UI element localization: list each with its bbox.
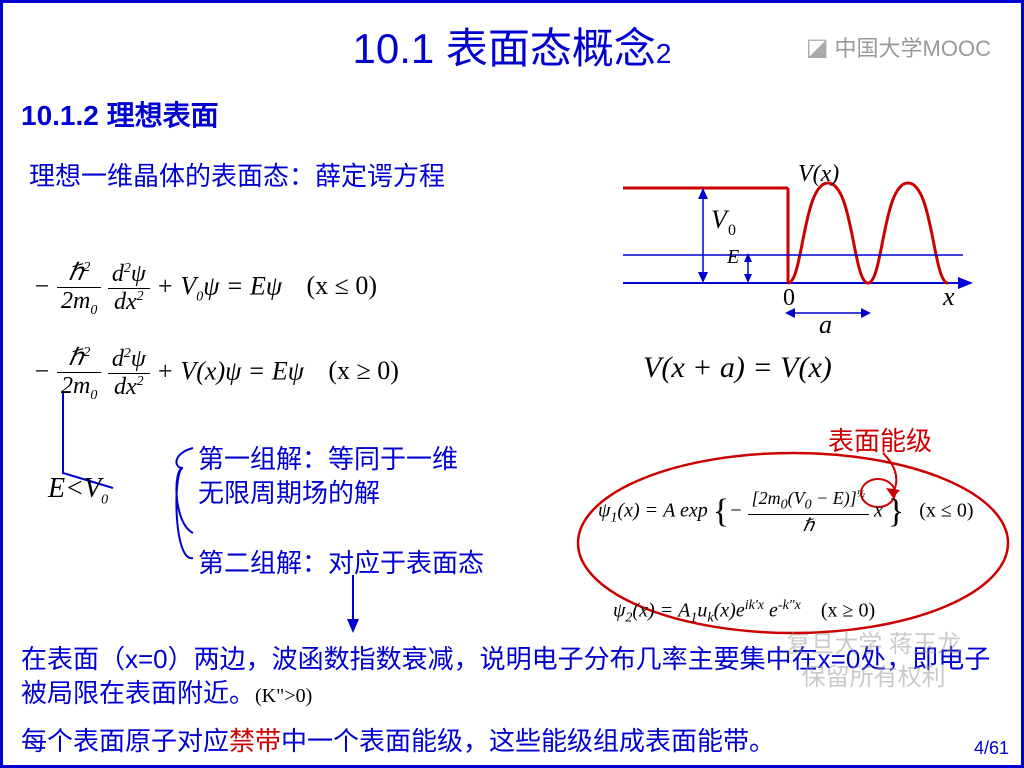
psi1-equation: ψ1(x) = A exp {− [2m0(V0 − E)]½ℏ x } (x … [598,488,974,536]
copyright-watermark: 复旦大学 蒋玉龙 保留所有权利 [786,628,961,695]
mooc-watermark-text: 中国大学MOOC [835,31,991,63]
section-heading: 10.1.2 理想表面 [21,94,1021,134]
psi2-equation: ψ2(x) = A1uk(x)eik'x e-k"x (x ≥ 0) [613,598,875,627]
potential-diagram: V(x) V 0 E 0 x a [603,163,983,333]
v0-sub: 0 [728,222,736,239]
a-label: a [819,310,832,333]
solution-group-1: 第一组解：等同于一维无限周期场的解 [198,443,458,511]
mooc-logo-icon: ◪ [806,33,829,62]
eq2-condition: (x ≥ 0) [328,356,399,385]
title-main: 10.1 表面态概念 [353,25,656,72]
e-label: E [726,246,739,268]
eq1-condition: (x ≤ 0) [306,271,377,300]
title-sub: 2 [656,38,672,69]
schrodinger-eq-1: − ℏ22m0 d2ψdx2 + V0ψ = Eψ (x ≤ 0) [33,258,377,319]
energy-condition-label: E<V0 [48,473,108,509]
mooc-watermark: ◪ 中国大学MOOC [806,31,991,63]
periodic-condition-eq: V(x + a) = V(x) [643,351,832,385]
arrow-down-icon [338,575,368,635]
paragraph-2: 每个表面原子对应禁带中一个表面能级，这些能级组成表面能带。 [21,721,775,758]
origin-label: 0 [783,285,795,311]
page-number: 4/61 [974,738,1009,759]
v-of-x-label: V(x) [798,163,839,187]
x-axis-label: x [942,282,955,311]
